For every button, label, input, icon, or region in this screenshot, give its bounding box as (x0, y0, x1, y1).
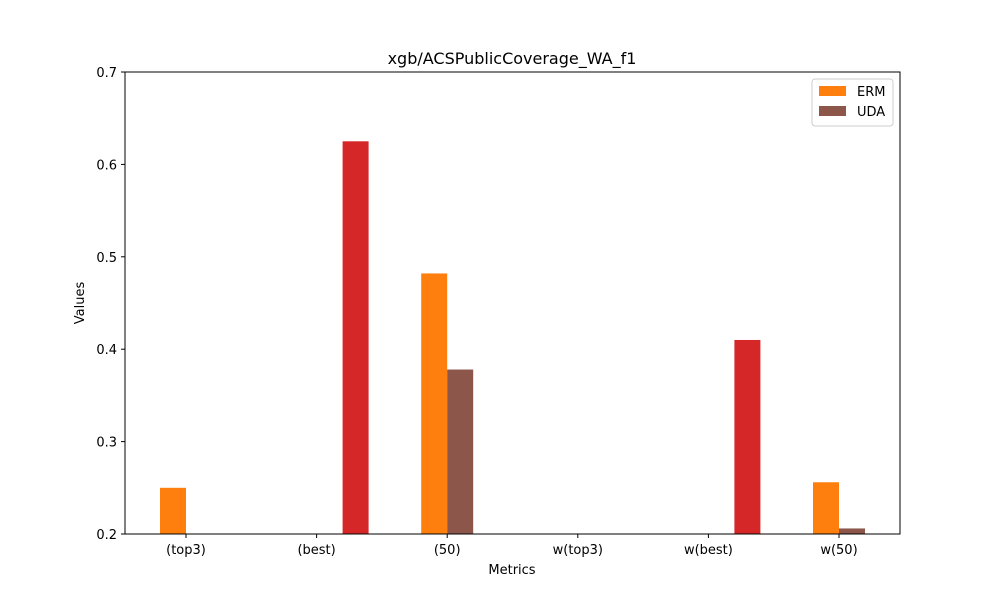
bar-extra-1 (342, 141, 369, 535)
chart-title: xgb/ACSPublicCoverage_WA_f1 (388, 49, 637, 69)
bar-uda-5 (839, 528, 865, 534)
y-tick-label: 0.7 (96, 66, 117, 81)
legend-swatch-uda (819, 106, 846, 116)
x-axis-label: Metrics (488, 563, 535, 578)
y-tick-label: 0.5 (96, 251, 117, 266)
x-axis: (top3) (best) (50) w(top3) w(best) w(50) (166, 534, 858, 558)
bars-layer (160, 141, 865, 535)
x-tick-label: w(top3) (553, 543, 603, 558)
legend-label-uda: UDA (857, 105, 885, 120)
y-tick-label: 0.2 (96, 528, 117, 543)
y-axis: 0.2 0.3 0.4 0.5 0.6 0.7 (96, 66, 125, 543)
legend-swatch-erm (819, 86, 846, 96)
x-tick-label: w(50) (820, 543, 857, 558)
y-tick-label: 0.4 (96, 343, 117, 358)
y-axis-label: Values (73, 282, 88, 325)
x-tick-label: (50) (434, 543, 461, 558)
x-tick-label: w(best) (684, 543, 733, 558)
bar-erm-0 (160, 487, 186, 534)
bar-erm-5 (813, 482, 839, 534)
bar-extra-4 (734, 339, 761, 534)
y-tick-label: 0.6 (96, 158, 117, 173)
legend-label-erm: ERM (857, 85, 885, 100)
plot-frame (124, 71, 901, 535)
bar-erm-2 (421, 273, 448, 534)
bar-uda-2 (447, 369, 474, 534)
y-tick-label: 0.3 (96, 436, 117, 451)
legend: ERM UDA (811, 78, 894, 127)
x-tick-label: (top3) (166, 543, 206, 558)
x-tick-label: (best) (297, 543, 335, 558)
